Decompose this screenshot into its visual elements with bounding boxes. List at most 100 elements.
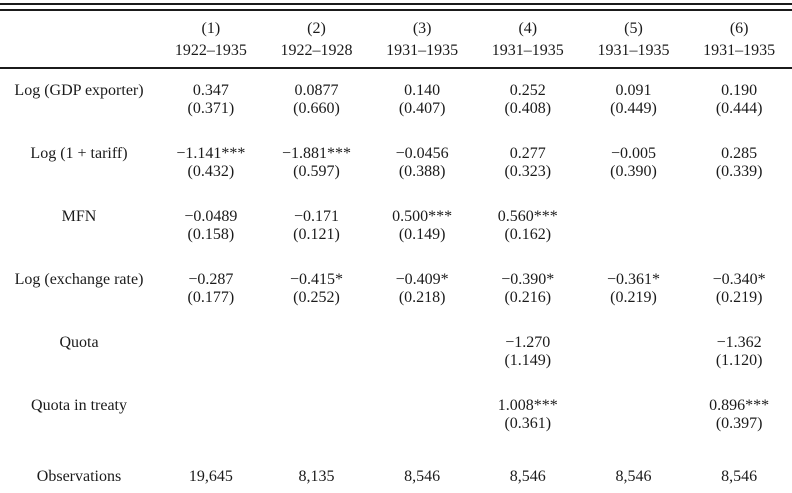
std-error-cell: (0.219) xyxy=(715,289,763,306)
column-period: 1922–1935 xyxy=(174,43,247,59)
coefficient-cell: −0.390* xyxy=(501,271,555,288)
coefficient-cell: −0.171 xyxy=(293,208,339,225)
std-error-cell: (0.407) xyxy=(398,100,446,117)
coefficient-cell xyxy=(264,321,370,351)
variable-coef-row: Log (1 + tariff) −1.141*** −1.881*** −0.045… xyxy=(0,132,792,162)
coefficient-cell: 0.347 xyxy=(192,82,229,99)
column-period: 1931–1935 xyxy=(491,43,564,59)
observations-cell: 8,546 xyxy=(509,468,546,485)
variable-coef-row: MFN −0.0489 −0.171 0.500*** 0.560*** xyxy=(0,195,792,225)
std-error-cell: (0.323) xyxy=(504,163,552,180)
variable-se-row: (0.361) (0.397) xyxy=(0,414,792,447)
coefficient-cell: 0.896*** xyxy=(709,397,770,414)
coefficient-cell xyxy=(369,384,475,414)
variable-coef-row: Quota in treaty 1.008*** 0.896*** xyxy=(0,384,792,414)
std-error-cell xyxy=(686,225,792,258)
std-error-cell: (0.158) xyxy=(187,226,235,243)
coefficient-cell: 0.091 xyxy=(615,82,652,99)
std-error-cell xyxy=(264,414,370,447)
std-error-cell: (0.660) xyxy=(293,100,340,117)
std-error-cell: (0.252) xyxy=(293,289,340,306)
coefficient-cell: 0.140 xyxy=(404,82,441,99)
column-period: 1931–1935 xyxy=(597,43,670,59)
variable-label: Log (GDP exporter) xyxy=(14,82,144,99)
table-header: (1) (2) (3) (4) (5) (6) 1922–1935 1922–1928 193… xyxy=(0,11,792,68)
std-error-cell: (0.218) xyxy=(398,289,446,306)
variable-label: Log (exchange rate) xyxy=(14,271,144,288)
std-error-cell: (0.361) xyxy=(504,415,552,432)
std-error-cell: (0.408) xyxy=(504,100,552,117)
std-error-cell: (0.219) xyxy=(610,289,657,306)
column-number: (1) xyxy=(201,20,221,37)
std-error-cell: (0.177) xyxy=(187,289,235,306)
coefficient-cell xyxy=(158,321,264,351)
coefficient-cell: 0.285 xyxy=(721,145,758,162)
observations-cell: 8,546 xyxy=(615,468,652,485)
model-number-row: (1) (2) (3) (4) (5) (6) xyxy=(0,11,792,43)
coefficient-cell: 0.252 xyxy=(509,82,546,99)
std-error-cell: (0.339) xyxy=(715,163,763,180)
variable-se-row: (0.371) (0.660) (0.407) (0.408) (0.449) (0.44… xyxy=(0,99,792,132)
regression-table: (1) (2) (3) (4) (5) (6) 1922–1935 1922–1928 193… xyxy=(0,11,792,493)
observations-row: Observations 19,645 8,135 8,546 8,546 8,546 8,… xyxy=(0,447,792,493)
coefficient-cell: 0.190 xyxy=(721,82,758,99)
std-error-cell xyxy=(264,351,370,384)
variable-coef-row: Log (exchange rate) −0.287 −0.415* −0.409* −… xyxy=(0,258,792,288)
variable-label-spacer xyxy=(0,99,158,132)
coefficient-cell: 0.560*** xyxy=(497,208,558,225)
observations-cell: 19,645 xyxy=(188,468,233,485)
column-period: 1922–1928 xyxy=(280,43,353,59)
variable-label: Log (1 + tariff) xyxy=(30,145,128,162)
coefficient-cell: 1.008*** xyxy=(497,397,558,414)
coefficient-cell: −1.881*** xyxy=(281,145,351,162)
coefficient-cell xyxy=(369,321,475,351)
coefficient-cell xyxy=(581,321,687,351)
std-error-cell xyxy=(158,351,264,384)
variable-label-spacer xyxy=(0,225,158,258)
column-number: (2) xyxy=(307,20,326,37)
coefficient-cell: −1.362 xyxy=(716,334,762,351)
sample-period-row: 1922–1935 1922–1928 1931–1935 1931–1935 1931… xyxy=(0,43,792,68)
table-body: Log (GDP exporter) 0.347 0.0877 0.140 0.252 0… xyxy=(0,68,792,493)
coefficient-cell: 0.277 xyxy=(509,145,546,162)
std-error-cell xyxy=(581,414,687,447)
std-error-cell: (0.390) xyxy=(610,163,657,180)
coefficient-cell: −0.361* xyxy=(606,271,660,288)
coefficient-cell: −0.0489 xyxy=(184,208,238,225)
std-error-cell: (0.149) xyxy=(398,226,446,243)
std-error-cell xyxy=(158,414,264,447)
std-error-cell: (1.120) xyxy=(715,352,763,369)
observations-cell: 8,546 xyxy=(721,468,758,485)
variable-label: MFN xyxy=(61,208,97,225)
coefficient-cell xyxy=(581,195,687,225)
std-error-cell xyxy=(369,351,475,384)
coefficient-cell: 0.500*** xyxy=(392,208,453,225)
coefficient-cell: −0.340* xyxy=(712,271,766,288)
std-error-cell: (0.371) xyxy=(187,100,235,117)
std-error-cell: (0.397) xyxy=(715,415,763,432)
table-top-double-rule xyxy=(0,3,792,11)
coefficient-cell: −0.409* xyxy=(395,271,449,288)
std-error-cell: (0.597) xyxy=(293,163,340,180)
observations-cell: 8,135 xyxy=(298,468,335,485)
std-error-cell: (1.149) xyxy=(504,352,552,369)
column-number: (6) xyxy=(729,20,749,37)
column-number: (5) xyxy=(624,20,643,37)
std-error-cell xyxy=(581,351,687,384)
variable-label-spacer xyxy=(0,414,158,447)
variable-label: Quota xyxy=(59,334,99,351)
std-error-cell xyxy=(369,414,475,447)
observations-label: Observations xyxy=(36,468,122,485)
column-number: (3) xyxy=(412,20,432,37)
std-error-cell: (0.449) xyxy=(610,100,657,117)
coefficient-cell xyxy=(686,195,792,225)
std-error-cell: (0.121) xyxy=(293,226,340,243)
variable-label-spacer xyxy=(0,288,158,321)
variable-coef-row: Log (GDP exporter) 0.347 0.0877 0.140 0.252 0… xyxy=(0,68,792,99)
coefficient-cell: −0.287 xyxy=(188,271,234,288)
header-spacer xyxy=(0,43,158,68)
coefficient-cell xyxy=(264,384,370,414)
std-error-cell: (0.444) xyxy=(715,100,763,117)
column-period: 1931–1935 xyxy=(386,43,459,59)
